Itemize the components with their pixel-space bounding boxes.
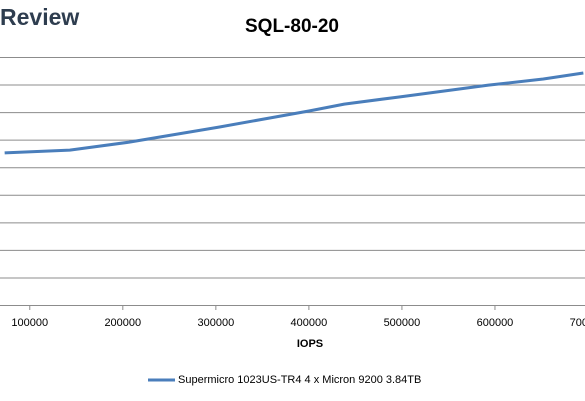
x-tick-label: 100000 [11, 317, 48, 329]
series-line [4, 71, 584, 155]
x-tick-label: 600000 [477, 317, 514, 329]
x-tick-label: 200000 [104, 317, 141, 329]
legend-label: Supermicro 1023US-TR4 4 x Micron 9200 3.… [178, 374, 421, 386]
x-tick-label: 500000 [384, 317, 421, 329]
x-tick-label: 400000 [291, 317, 328, 329]
watermark: Review [0, 4, 79, 30]
x-axis-label: IOPS [297, 338, 323, 350]
chart-title: SQL-80-20 [245, 16, 339, 37]
x-tick-label: 700000 [570, 317, 585, 329]
x-tick-label: 300000 [197, 317, 234, 329]
